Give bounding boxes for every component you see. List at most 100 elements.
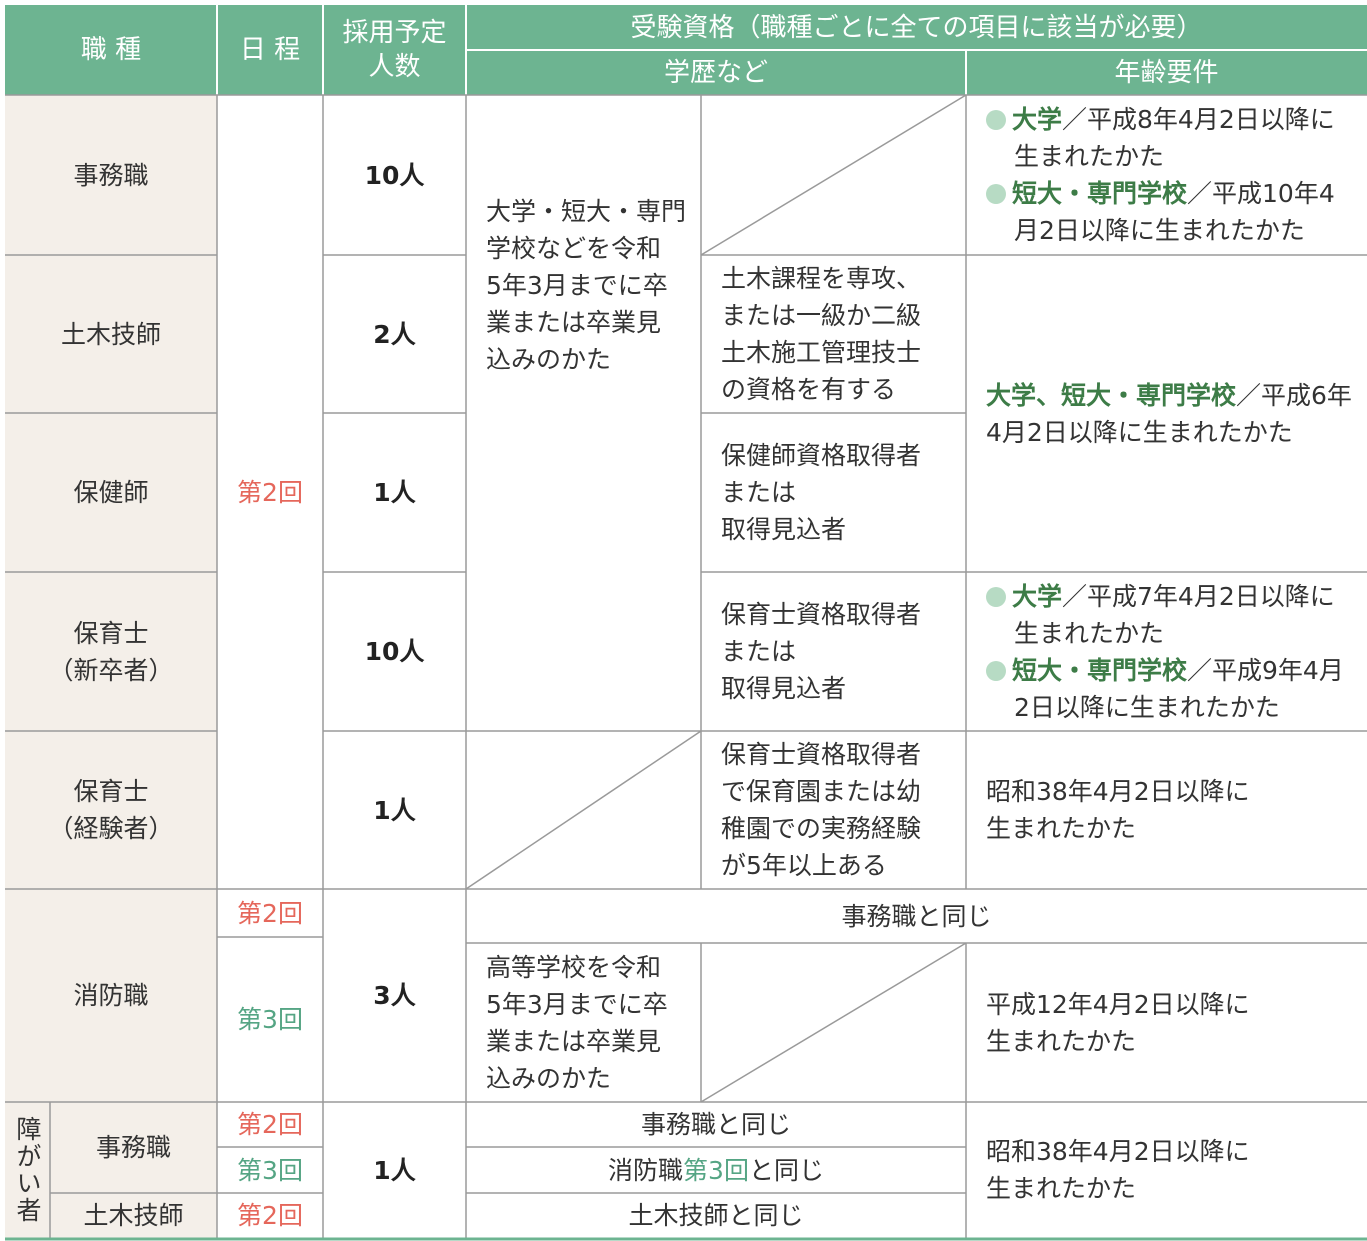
- education-cell: 大学・短大・専門 学校などを令和 5年3月までに卒 業または卒業見 込みのかた: [466, 190, 701, 380]
- count-cell: 10人: [323, 572, 466, 731]
- requirement-cell: 保育士資格取得者 または 取得見込者: [701, 572, 966, 731]
- job-name: （新卒者）: [48, 655, 174, 685]
- header-cell: 日 程: [217, 5, 323, 95]
- schedule: 第3回: [237, 1005, 303, 1034]
- requirement-cell: 土木課程を専攻、 または一級か二級 土木施工管理技士 の資格を有する: [701, 255, 966, 413]
- text-line: 保育士資格取得者: [721, 740, 922, 769]
- job-name: 保育士: [73, 777, 149, 806]
- text-line: または: [721, 637, 797, 666]
- text-line: で保育園または幼: [721, 777, 922, 806]
- text-line: 込みのかた: [486, 344, 612, 374]
- requirement: 事務職と同じ: [841, 901, 992, 931]
- text-line: 保育士資格取得者: [721, 600, 922, 629]
- requirement-cell: 事務職と同じ: [466, 1102, 966, 1147]
- text-line: 生まれたかた: [986, 1174, 1137, 1203]
- job-cell: 消防職: [5, 889, 217, 1102]
- age-label: 大学: [1012, 581, 1063, 611]
- text-line: 昭和38年4月2日以降に: [986, 777, 1250, 806]
- job-cell: 保健師: [5, 413, 217, 572]
- schedule-cell: 第2回: [217, 1193, 323, 1238]
- header-cell: 年齢要件: [966, 50, 1367, 95]
- count: 1人: [373, 478, 416, 507]
- age-cell: 平成12年4月2日以降に 生まれたかた: [966, 943, 1367, 1102]
- age-item: 短大・専門学校／平成9年4月2日以降に生まれたかた: [986, 652, 1353, 726]
- job-name: 土木技師: [60, 319, 161, 349]
- header-text: 年齢要件: [1114, 57, 1219, 88]
- count-cell: 1人: [323, 731, 466, 889]
- age-cell: 大学、短大・専門学校／平成6年4月2日以降に生まれたかた: [966, 255, 1367, 572]
- count: 1人: [373, 1155, 416, 1185]
- age-text: ／平成9年4月2日以降に生まれたかた: [1014, 655, 1344, 722]
- text-line: 生まれたかた: [986, 814, 1137, 843]
- requirement: 事務職と同じ: [640, 1110, 791, 1139]
- job-name: 消防職: [73, 981, 149, 1010]
- requirement-cell: 消防職第3回と同じ: [466, 1147, 966, 1193]
- requirement: 土木技師と同じ: [628, 1201, 804, 1230]
- schedule: 第2回: [237, 1110, 303, 1139]
- header-cell: 採用予定 人数: [323, 5, 466, 95]
- count: 10人: [364, 160, 425, 190]
- count: 1人: [373, 795, 416, 825]
- text-line: が5年以上ある: [721, 851, 887, 880]
- count-cell: 10人: [323, 95, 466, 255]
- schedule-cell: 第3回: [217, 937, 323, 1102]
- job-cell: 事務職: [5, 95, 217, 255]
- count: 10人: [364, 637, 425, 666]
- text-line: の資格を有する: [721, 375, 897, 404]
- requirement: 消防職: [608, 1155, 684, 1185]
- group-label: 障がい者: [13, 1116, 42, 1224]
- schedule-cell: 第2回: [217, 95, 323, 889]
- age-cell: 昭和38年4月2日以降に 生まれたかた: [966, 731, 1367, 889]
- text-line: 保健師資格取得者: [721, 441, 922, 470]
- header-text: 人数: [368, 52, 421, 82]
- schedule: 第2回: [237, 477, 303, 507]
- job-cell: 保育士 （新卒者）: [5, 572, 217, 731]
- requirement-cell: 事務職と同じ: [466, 889, 1367, 943]
- text-line: 込みのかた: [486, 1063, 612, 1093]
- age-cell: 昭和38年4月2日以降に 生まれたかた: [966, 1102, 1367, 1238]
- text-line: 稚園での実務経験: [721, 814, 922, 843]
- text-line: 大学・短大・専門: [486, 196, 687, 226]
- job-cell: 土木技師: [5, 255, 217, 413]
- requirement-cell: 保健師資格取得者 または 取得見込者: [701, 413, 966, 572]
- text-line: 業または卒業見: [486, 307, 662, 337]
- age-label: 短大・専門学校: [1012, 655, 1188, 685]
- schedule-cell: 第2回: [217, 1102, 323, 1147]
- text-line: 平成12年4月2日以降に: [986, 989, 1250, 1019]
- text-line: 土木施工管理技士: [721, 338, 922, 367]
- age-cell: 大学／平成8年4月2日以降に生まれたかた 短大・専門学校／平成10年4月2日以降…: [966, 95, 1367, 255]
- text-line: 高等学校を令和: [486, 952, 662, 982]
- text-line: または: [721, 478, 797, 507]
- schedule: 第2回: [237, 898, 303, 928]
- count-cell: 3人: [323, 889, 466, 1102]
- requirement-cell: 土木技師と同じ: [466, 1193, 966, 1238]
- job-cell: 事務職: [50, 1102, 217, 1193]
- text-line: 学校などを令和: [486, 233, 662, 263]
- job-name: 事務職: [73, 160, 149, 190]
- job-name: 保健師: [73, 478, 149, 507]
- group-label-cell: 障がい者: [5, 1102, 50, 1238]
- age-label: 大学、短大・専門学校: [986, 380, 1237, 410]
- age-label: 短大・専門学校: [1012, 179, 1188, 208]
- job-cell: 保育士 （経験者）: [5, 731, 217, 889]
- text-line: または一級か二級: [721, 301, 922, 330]
- age-text: ／平成10年4月2日以降に生まれたかた: [1014, 179, 1335, 245]
- text-line: 生まれたかた: [986, 1026, 1137, 1056]
- count-cell: 1人: [323, 1102, 466, 1238]
- job-name: 土木技師: [83, 1201, 184, 1230]
- age-cell: 大学／平成7年4月2日以降に生まれたかた 短大・専門学校／平成9年4月2日以降に…: [966, 572, 1367, 731]
- schedule-cell: 第3回: [217, 1147, 323, 1193]
- header-text: 学歴など: [663, 57, 768, 88]
- age-text: ／平成8年4月2日以降に生まれたかた: [1014, 105, 1335, 171]
- text-line: 業または卒業見: [486, 1026, 662, 1056]
- job-name: （経験者）: [48, 814, 174, 843]
- header-cell: 受験資格（職種ごとに全ての項目に該当が必要）: [466, 5, 1367, 50]
- header-cell: 職 種: [5, 5, 217, 95]
- text-line: 昭和38年4月2日以降に: [986, 1137, 1250, 1166]
- requirement: 第3回: [683, 1155, 749, 1185]
- schedule-cell: 第2回: [217, 889, 323, 937]
- count: 3人: [373, 981, 416, 1010]
- text-line: 取得見込者: [721, 515, 847, 544]
